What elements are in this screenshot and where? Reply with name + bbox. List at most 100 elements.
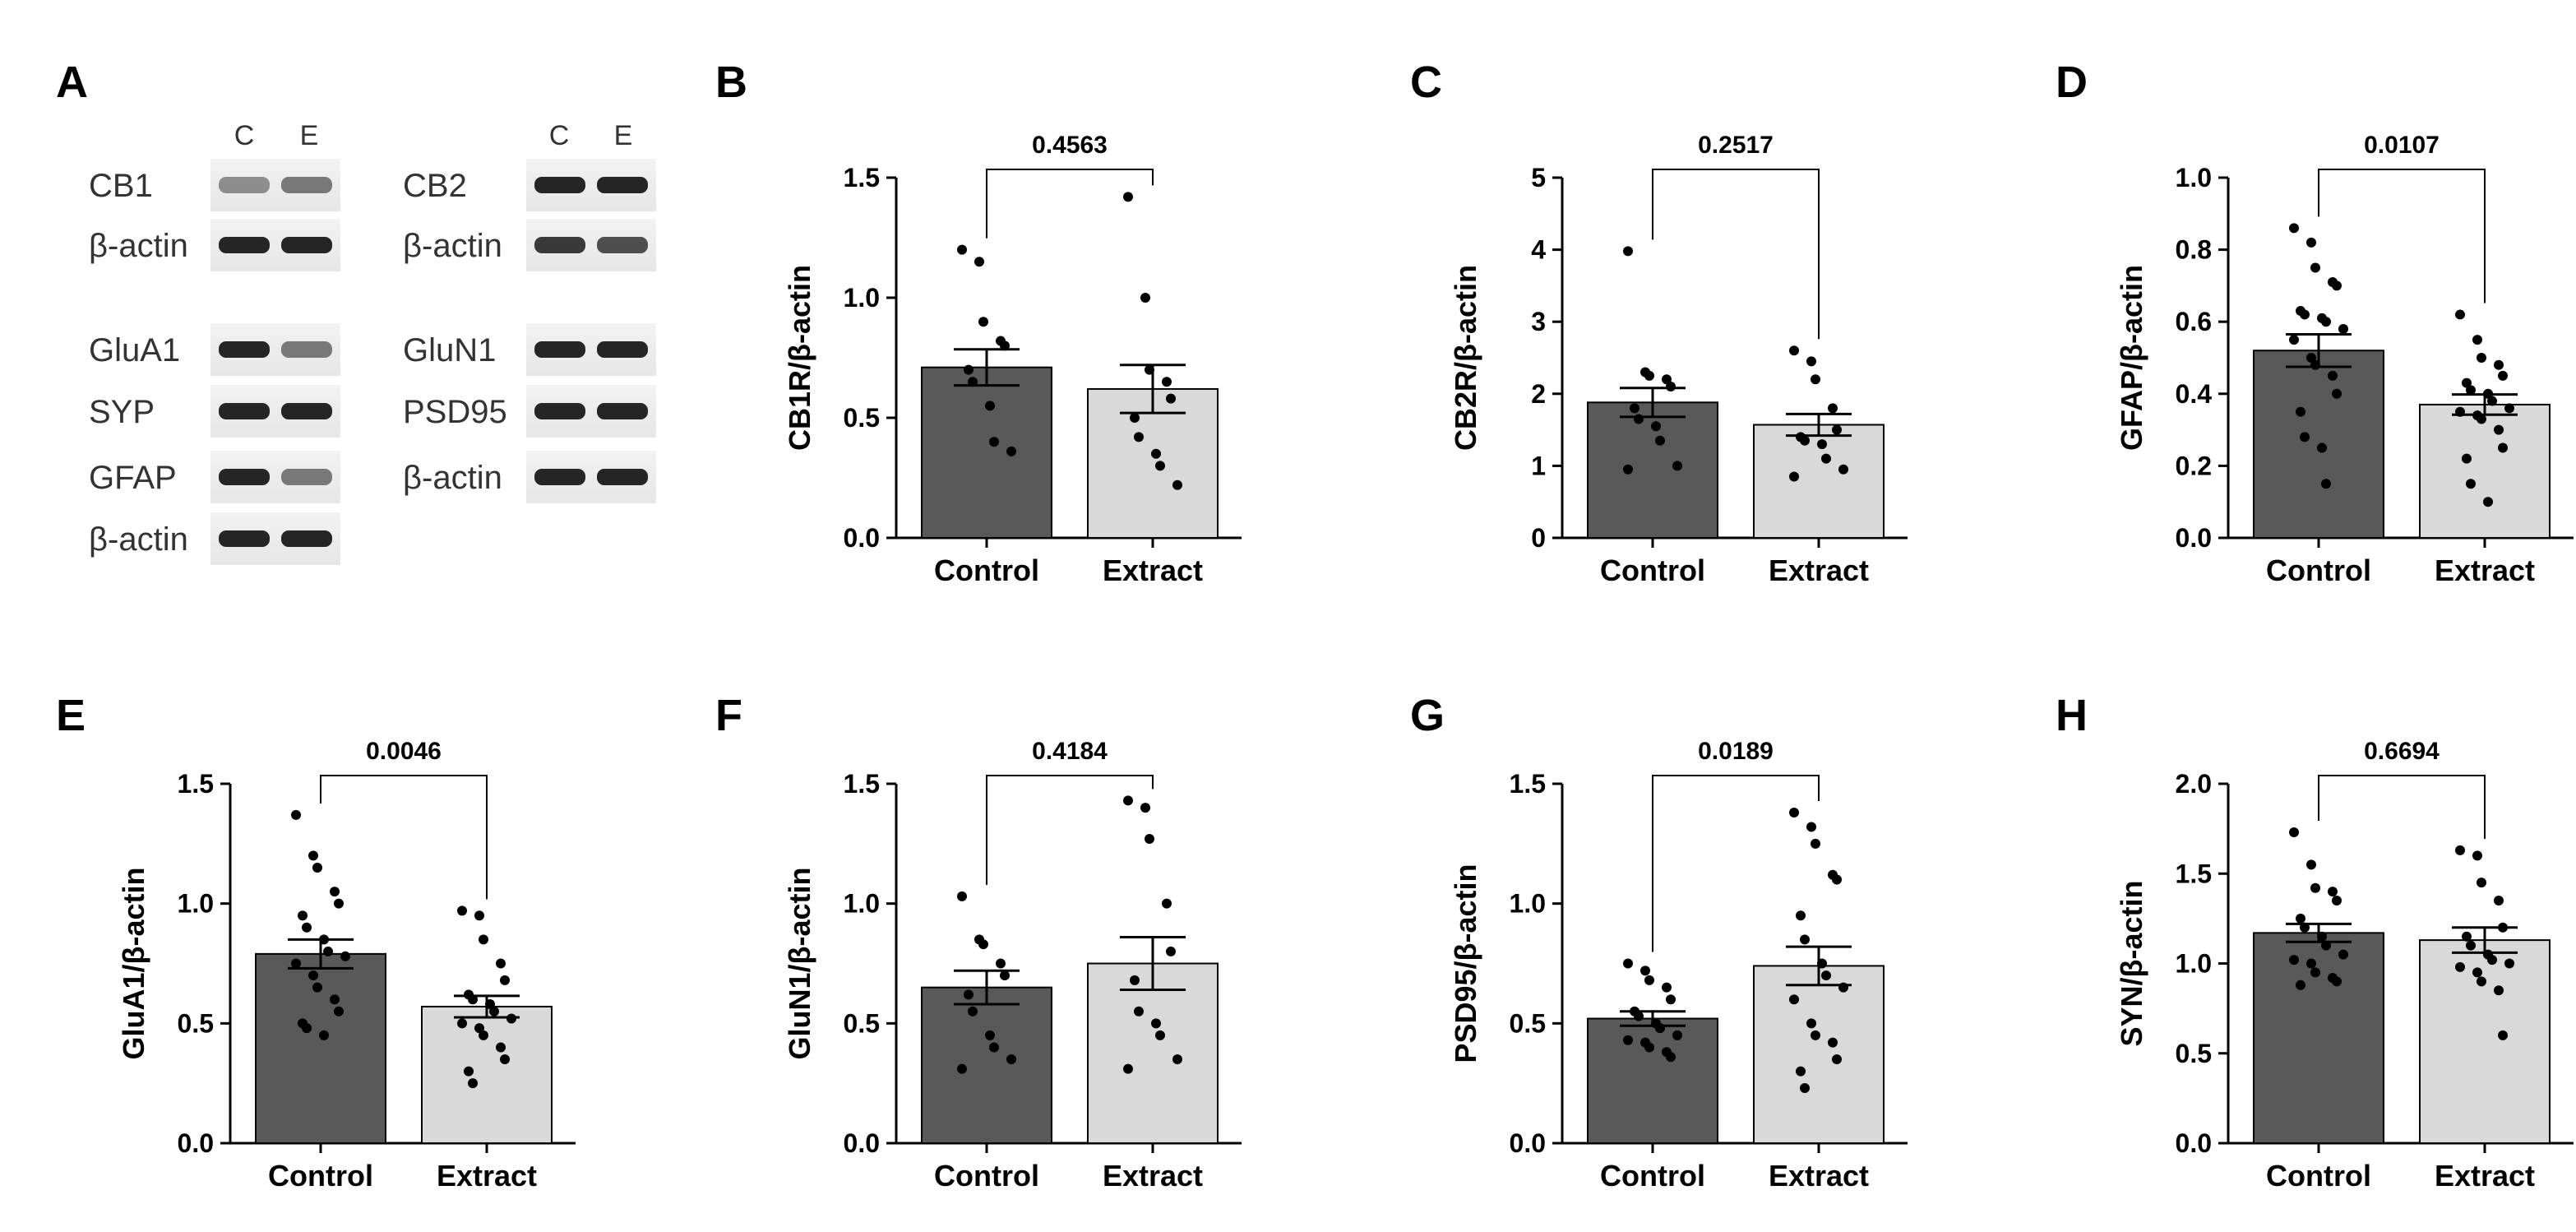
data-point <box>2494 424 2504 435</box>
y-tick-label: 1.5 <box>1510 769 1546 799</box>
data-point <box>308 850 318 861</box>
data-point <box>496 1042 506 1053</box>
data-point <box>1832 874 1842 885</box>
data-point <box>2487 396 2497 406</box>
data-point <box>2477 414 2486 424</box>
data-point <box>1666 1052 1676 1063</box>
data-point <box>2332 388 2342 399</box>
band-extract <box>281 530 332 547</box>
data-point <box>468 994 478 1005</box>
band-control <box>219 341 270 358</box>
data-point <box>968 377 978 387</box>
y-tick-label: 0.0 <box>178 1128 214 1158</box>
data-point <box>1155 1030 1165 1040</box>
data-point <box>302 922 312 933</box>
data-point <box>1838 464 1848 475</box>
data-point <box>996 958 1006 969</box>
p-value-label: 0.4563 <box>1032 132 1108 159</box>
y-tick-label: 0 <box>1531 523 1546 553</box>
data-point <box>2498 370 2508 381</box>
data-point <box>1644 370 1654 381</box>
data-point <box>1000 970 1010 981</box>
blot-label: CB2 <box>403 168 467 204</box>
y-tick-label: 4 <box>1531 235 1546 265</box>
data-point <box>957 891 967 901</box>
blot-label: GluN1 <box>403 332 496 368</box>
band-extract <box>597 341 648 358</box>
data-point <box>2504 958 2514 969</box>
significance-bracket <box>2318 169 2486 303</box>
data-point <box>1166 946 1176 956</box>
data-point <box>2472 335 2482 345</box>
y-tick-label: 1.0 <box>178 889 214 919</box>
data-point <box>2296 406 2305 417</box>
data-point <box>457 905 467 916</box>
data-point <box>2289 955 2299 966</box>
data-point <box>1655 435 1665 446</box>
lane-label-control: C <box>549 120 570 151</box>
data-point <box>330 887 340 897</box>
significance-bracket <box>986 169 1154 239</box>
data-point <box>2498 1030 2508 1040</box>
data-point <box>2338 949 2348 960</box>
data-point <box>319 1030 329 1040</box>
bar-control <box>921 986 1052 1144</box>
bar-extract <box>421 1005 553 1144</box>
p-value-label: 0.0107 <box>2364 132 2440 159</box>
data-point <box>334 1006 344 1017</box>
blot-label: PSD95 <box>403 394 507 430</box>
bar-control <box>2253 932 2384 1144</box>
y-tick-label: 1.0 <box>2176 949 2212 979</box>
data-point <box>978 317 988 327</box>
data-point <box>1672 461 1682 471</box>
data-point <box>1838 982 1848 993</box>
y-tick-label: 0.0 <box>2176 523 2212 553</box>
data-point <box>2483 497 2493 507</box>
panel-letter: H <box>2056 691 2088 740</box>
band-control <box>534 403 585 419</box>
data-point <box>1666 382 1676 392</box>
data-point <box>2306 958 2316 969</box>
data-point <box>2477 878 2486 888</box>
data-point <box>957 1063 967 1074</box>
data-point <box>1806 822 1816 832</box>
data-point <box>500 1054 510 1065</box>
data-point <box>464 1066 474 1077</box>
data-point <box>2455 845 2465 855</box>
data-point <box>968 1006 978 1017</box>
significance-bracket <box>2318 775 2486 839</box>
data-point <box>2321 317 2331 327</box>
x-tick-label: Control <box>1600 1159 1705 1193</box>
data-point <box>1630 403 1639 414</box>
data-point <box>964 364 974 375</box>
data-point <box>2332 896 2342 906</box>
data-point <box>1140 803 1150 813</box>
bar-extract <box>1753 424 1885 540</box>
blot-label: GluA1 <box>89 332 180 368</box>
panel-a-western-blots: A C E C E CB1 β-actin GluA1 SYP GFAP β-actin CB2 β-… <box>56 58 656 565</box>
data-point <box>1817 439 1827 450</box>
x-tick-label: Extract <box>1769 1159 1869 1193</box>
x-tick-label: Extract <box>2435 553 2535 587</box>
data-point <box>1172 479 1182 490</box>
data-point <box>2338 323 2348 334</box>
data-point <box>2296 980 2305 990</box>
data-point <box>1634 1011 1644 1021</box>
y-tick-label: 3 <box>1531 307 1546 336</box>
data-point <box>291 958 301 969</box>
y-tick-label: 0.6 <box>2176 307 2212 336</box>
data-point <box>479 1030 488 1040</box>
data-point <box>1655 1023 1665 1034</box>
x-tick-label: Extract <box>1103 1159 1203 1193</box>
data-point <box>1800 1082 1810 1093</box>
y-tick-label: 1 <box>1531 451 1546 480</box>
data-point <box>302 1023 312 1034</box>
data-point <box>323 946 333 956</box>
y-tick-label: 0.5 <box>178 1008 214 1038</box>
data-point <box>1130 975 1140 985</box>
data-point <box>2296 913 2305 924</box>
y-tick-label: 0.0 <box>844 1128 880 1158</box>
data-point <box>989 1042 999 1053</box>
band-control <box>534 237 585 253</box>
x-tick-label: Control <box>934 1159 1039 1193</box>
